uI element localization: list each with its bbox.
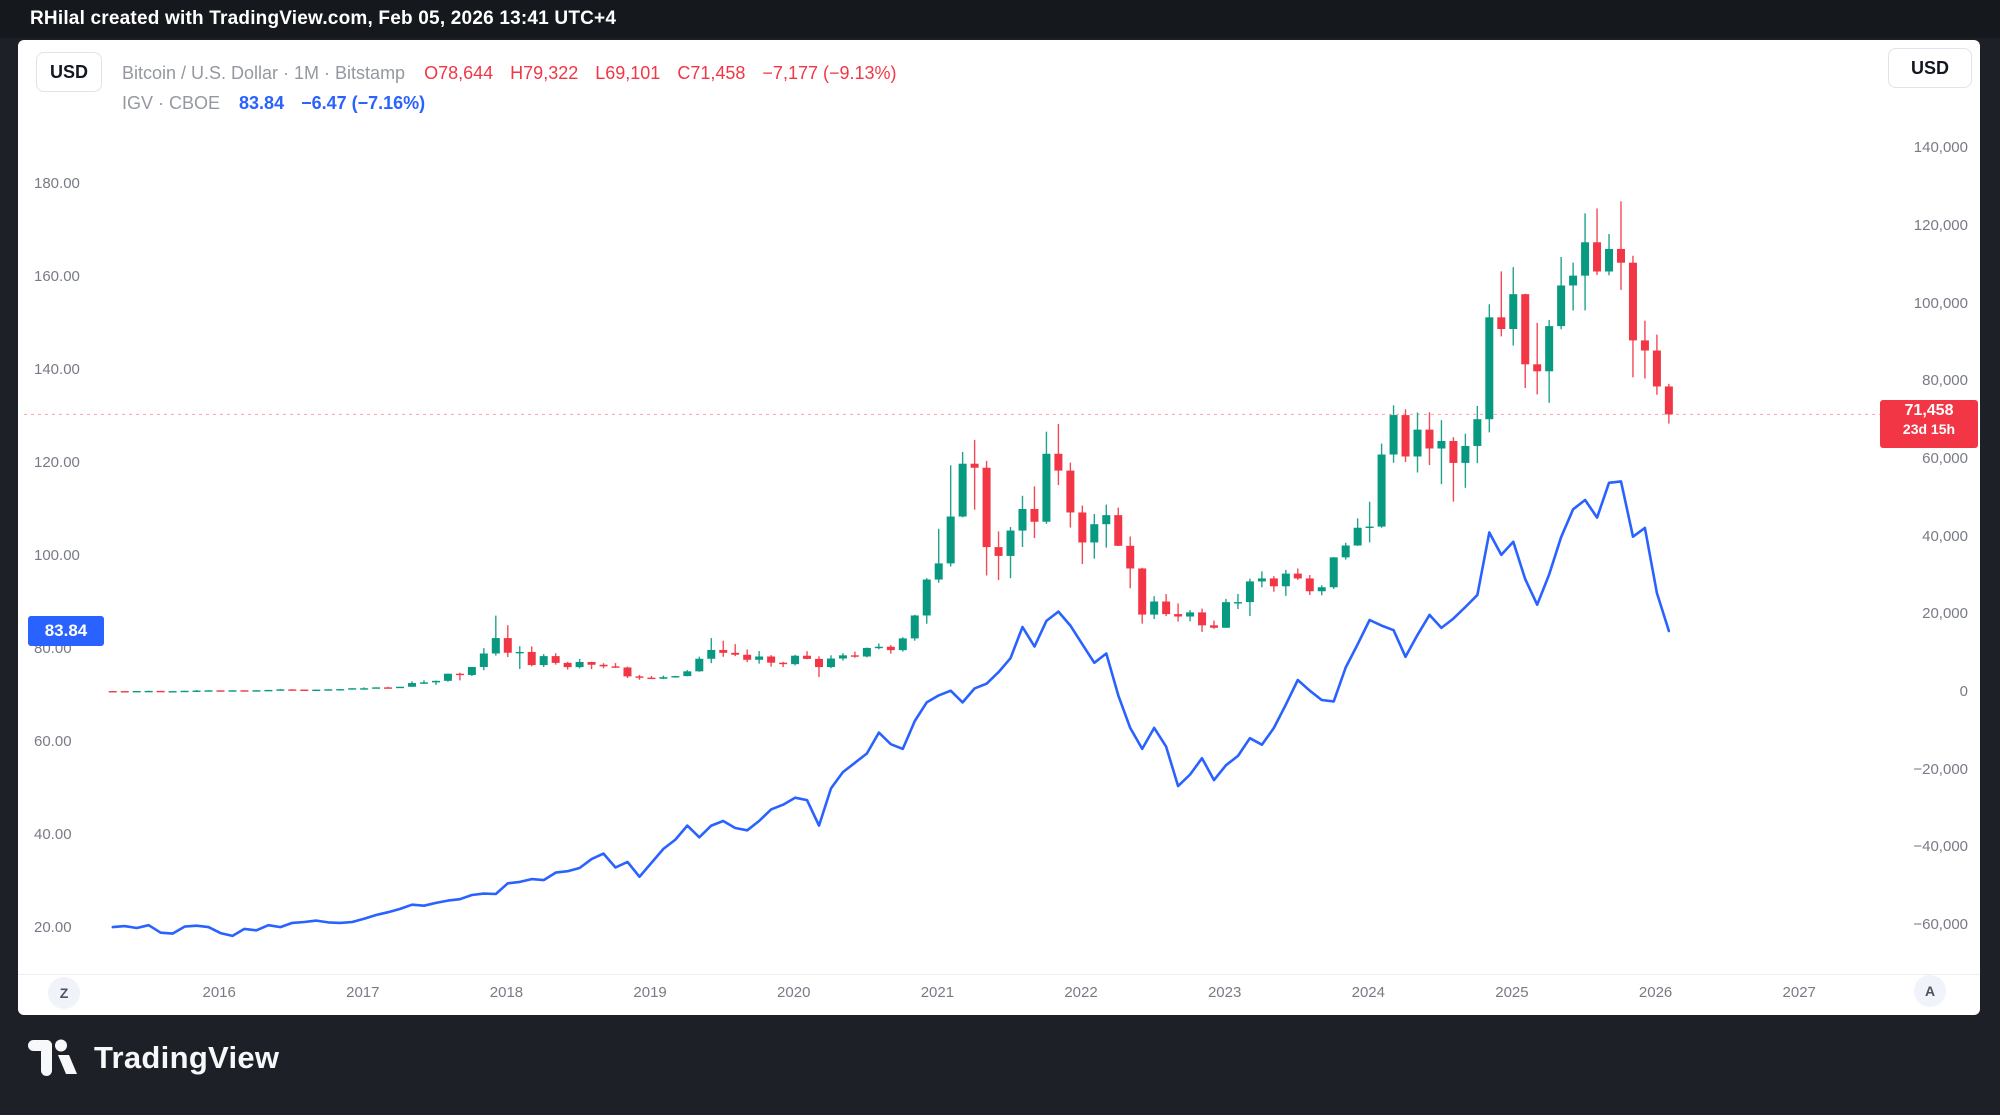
- btc-bar-countdown: 23d 15h: [1902, 421, 1956, 438]
- year-label: 2017: [346, 984, 380, 1001]
- right-axis-tick: 80,000: [1922, 372, 1968, 390]
- left-axis-tick: 100.00: [34, 546, 80, 564]
- tradingview-logo-link[interactable]: TradingView: [28, 1036, 279, 1080]
- btc-last-price: 71,458: [1904, 402, 1954, 420]
- ohlc-close: C71,458: [677, 63, 746, 83]
- legend-main-series-row[interactable]: Bitcoin / U.S. Dollar · 1M · Bitstamp O7…: [122, 58, 909, 88]
- year-label: 2023: [1207, 984, 1242, 1001]
- year-label: 2027: [1782, 984, 1816, 1001]
- chart-panel: [18, 40, 1980, 1014]
- auto-scale-button[interactable]: A: [1914, 975, 1946, 1007]
- ohlc-high: H79,322: [510, 63, 579, 83]
- btc-last-price-badge: 71,458 23d 15h: [1880, 400, 1978, 449]
- left-axis-tick: 20.00: [34, 919, 72, 936]
- tradingview-brand-text: TradingView: [94, 1040, 280, 1075]
- year-label: 2016: [202, 984, 236, 1001]
- left-scale-currency-button[interactable]: USD: [36, 52, 102, 92]
- compare-change: −6.47 (−7.16%): [301, 93, 426, 113]
- ohlc-low: L69,101: [595, 63, 661, 83]
- legend: Bitcoin / U.S. Dollar · 1M · Bitstamp O7…: [122, 58, 909, 118]
- footer-bar: TradingView: [0, 1014, 2000, 1115]
- right-axis-tick: 0: [1959, 683, 1968, 700]
- year-label: 2022: [1064, 984, 1098, 1001]
- ohlc-open: O78,644: [424, 63, 494, 83]
- left-axis-tick: 160.00: [34, 267, 80, 285]
- compare-value: 83.84: [239, 93, 285, 113]
- left-axis-tick: 120.00: [34, 453, 80, 471]
- year-label: 2020: [777, 984, 811, 1001]
- left-axis-tick: 140.00: [34, 360, 80, 378]
- year-label: 2026: [1638, 984, 1673, 1001]
- left-axis-tick: 60.00: [34, 732, 72, 750]
- watermark-credit-text: RHilal created with TradingView.com, Feb…: [30, 8, 617, 29]
- year-label: 2021: [920, 984, 955, 1001]
- right-axis-tick: −20,000: [1913, 760, 1968, 778]
- left-axis-tick: 180.00: [34, 174, 80, 192]
- year-label: 2024: [1351, 984, 1385, 1001]
- right-axis-tick: −60,000: [1913, 916, 1968, 934]
- right-axis-tick: 140,000: [1913, 139, 1968, 157]
- year-label: 2025: [1495, 984, 1529, 1001]
- year-label: 2018: [489, 984, 524, 1001]
- igv-last-value-badge: 83.84: [28, 615, 104, 646]
- right-axis-tick: 60,000: [1922, 449, 1968, 467]
- watermark-bar: RHilal created with TradingView.com, Feb…: [0, 0, 2000, 38]
- right-scale-currency-button[interactable]: USD: [1888, 48, 1972, 88]
- symbol-title: Bitcoin / U.S. Dollar · 1M · Bitstamp: [122, 63, 406, 83]
- tradingview-logo-icon: [28, 1039, 77, 1076]
- ohlc-change: −7,177 (−9.13%): [762, 63, 897, 83]
- compare-symbol-title: IGV · CBOE: [122, 93, 221, 113]
- time-scale[interactable]: [18, 974, 1980, 1015]
- right-axis-tick: 100,000: [1913, 294, 1968, 312]
- left-axis-tick: 40.00: [34, 825, 72, 843]
- legend-compare-series-row[interactable]: IGV · CBOE 83.84 −6.47 (−7.16%): [122, 88, 909, 118]
- right-axis-tick: 20,000: [1922, 605, 1968, 623]
- right-axis-tick: −40,000: [1913, 838, 1968, 856]
- zoom-out-button[interactable]: Z: [48, 977, 80, 1009]
- year-label: 2019: [633, 984, 667, 1001]
- right-axis-tick: 120,000: [1913, 216, 1968, 234]
- right-axis-tick: 40,000: [1922, 527, 1968, 545]
